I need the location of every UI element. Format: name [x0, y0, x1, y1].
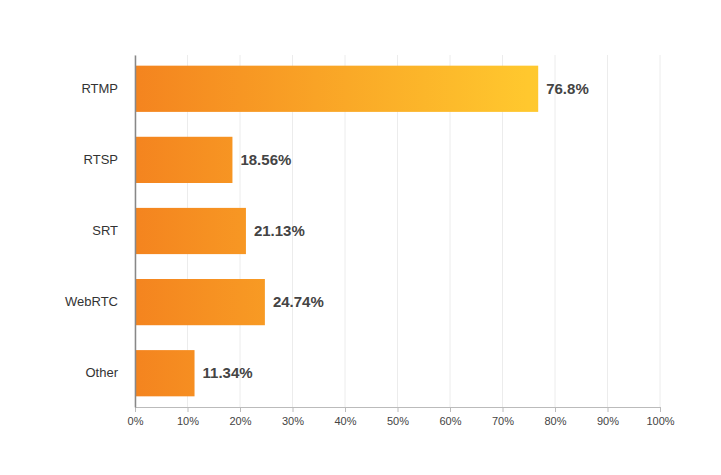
- y-axis: RTMP RTSP SRT WebRTC Other: [65, 56, 135, 408]
- x-tick-mark: [555, 407, 556, 412]
- data-label: 24.74%: [273, 293, 324, 310]
- data-label: 18.56%: [240, 151, 291, 168]
- bar: [135, 66, 538, 112]
- y-tick: RTMP: [81, 81, 118, 96]
- data-label: 11.34%: [203, 364, 253, 381]
- x-tick: 0%: [128, 407, 144, 427]
- x-tick-mark: [398, 407, 399, 412]
- data-label: 76.8%: [546, 80, 589, 97]
- x-tick: 30%: [282, 407, 304, 427]
- grid-line: [660, 55, 661, 407]
- x-tick-label: 10%: [177, 415, 199, 427]
- grid: [135, 55, 660, 407]
- x-tick: 60%: [439, 407, 461, 427]
- bar: [135, 137, 232, 183]
- bar: [135, 350, 195, 396]
- x-tick: 100%: [646, 407, 674, 427]
- x-tick: 90%: [597, 407, 619, 427]
- x-tick-label: 60%: [439, 415, 461, 427]
- bar: [135, 208, 246, 254]
- x-tick-label: 80%: [544, 415, 566, 427]
- bars: [135, 66, 538, 397]
- grid-line: [135, 55, 136, 407]
- x-tick: 70%: [492, 407, 514, 427]
- x-tick: 40%: [334, 407, 356, 427]
- x-axis-line: [136, 408, 661, 413]
- x-tick-mark: [293, 407, 294, 412]
- x-tick-label: 50%: [387, 415, 409, 427]
- y-tick-label: Other: [85, 365, 118, 380]
- x-tick-mark: [135, 407, 136, 412]
- x-tick: 80%: [544, 407, 566, 427]
- x-tick: 50%: [387, 407, 409, 427]
- x-tick-mark: [345, 407, 346, 412]
- x-tick-label: 30%: [282, 415, 304, 427]
- x-tick-label: 100%: [646, 415, 674, 427]
- y-tick: RTSP: [84, 152, 118, 167]
- y-tick: SRT: [92, 223, 118, 238]
- data-label: 21.13%: [254, 222, 305, 239]
- x-tick-label: 20%: [229, 415, 251, 427]
- grid-line: [555, 55, 556, 407]
- y-tick-label: WebRTC: [65, 294, 118, 309]
- x-tick-mark: [608, 407, 609, 412]
- chart: 0% 10% 20% 30% 40% 50% 60% 70% 80% 90% 100% RTMP RTS…: [0, 0, 721, 475]
- bar: [135, 279, 265, 325]
- x-tick: 10%: [177, 407, 199, 427]
- y-tick: WebRTC: [65, 294, 118, 309]
- x-tick-mark: [450, 407, 451, 412]
- x-tick: 20%: [229, 407, 251, 427]
- x-tick-mark: [240, 407, 241, 412]
- x-tick-label: 90%: [597, 415, 619, 427]
- y-tick-label: RTMP: [81, 81, 118, 96]
- x-tick-label: 0%: [128, 415, 144, 427]
- x-tick-mark: [660, 407, 661, 412]
- y-tick-label: SRT: [92, 223, 118, 238]
- x-tick-mark: [188, 407, 189, 412]
- y-tick: Other: [85, 365, 118, 380]
- data-labels: 76.8% 18.56% 21.13% 24.74% 11.34%: [203, 80, 589, 381]
- y-tick-label: RTSP: [84, 152, 118, 167]
- x-axis: 0% 10% 20% 30% 40% 50% 60% 70% 80% 90% 100%: [128, 407, 675, 427]
- x-tick-mark: [503, 407, 504, 412]
- x-tick-label: 70%: [492, 415, 514, 427]
- y-axis-line: [135, 56, 137, 408]
- x-tick-label: 40%: [334, 415, 356, 427]
- grid-line: [607, 55, 608, 407]
